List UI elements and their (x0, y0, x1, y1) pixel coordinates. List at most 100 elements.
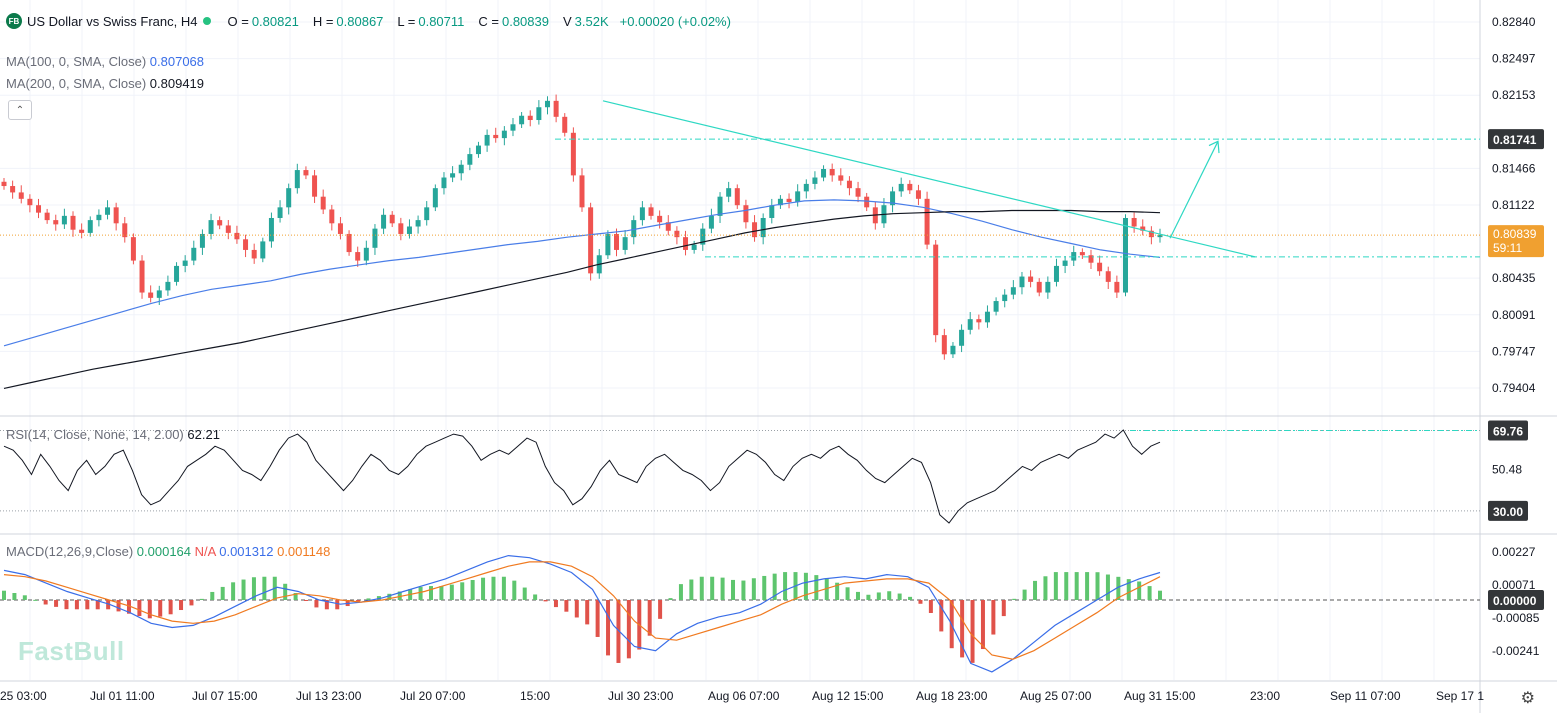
time-tick-label: Aug 31 15:00 (1124, 689, 1196, 703)
collapse-legend-button[interactable]: ⌃ (8, 100, 32, 120)
macd-hist-bar (64, 600, 69, 610)
candle-body (156, 290, 162, 298)
candle-body (1114, 281, 1120, 293)
macd-hist-bar (1158, 590, 1162, 600)
volume-label: V (562, 13, 572, 29)
candle-body (1097, 262, 1103, 272)
candle-body (527, 115, 533, 121)
candle-body (87, 220, 93, 233)
macd-hist-bar (470, 580, 475, 600)
macd-hist-bar (1126, 579, 1131, 600)
macd-hist-bar (606, 600, 611, 656)
candle-body (769, 205, 775, 218)
candle-body (1062, 260, 1068, 266)
macd-line (3, 554, 1161, 673)
price-tick-label: 0.81122 (1492, 198, 1535, 212)
candle-body (570, 132, 576, 176)
macd-hist-bar (366, 598, 371, 600)
macd-hist-bar (210, 591, 215, 600)
candle-body (752, 222, 758, 238)
candle-body (27, 198, 33, 206)
time-tick-label: Aug 12 15:00 (812, 689, 884, 703)
candle-body (165, 281, 171, 291)
macd-hist-bar (678, 584, 683, 600)
macd-hist-bar (897, 593, 902, 600)
candle-body (553, 100, 559, 117)
rsi-legend[interactable]: RSI(14, Close, None, 14, 2.00) 62.21 (6, 427, 220, 442)
time-tick-label: Aug 18 23:00 (916, 689, 988, 703)
candle-body (441, 177, 447, 189)
rsi-upper-tag (1488, 420, 1528, 441)
macd-legend[interactable]: MACD(12,26,9,Close) 0.000164 N/A 0.00131… (6, 544, 330, 559)
candle-body (1, 181, 7, 187)
change-value: +0.00020 (+0.02%) (619, 13, 731, 29)
macd-hist-bar (710, 576, 715, 600)
close-value: 0.80839 (501, 13, 549, 29)
candle-body (277, 207, 283, 218)
candle-body (924, 198, 930, 245)
candle-body (1088, 255, 1094, 263)
candle-body (450, 173, 456, 178)
candle-body (1045, 281, 1051, 293)
macd-hist-bar (241, 579, 246, 600)
candle-body (199, 233, 205, 248)
price-tick-label: 0.79747 (1492, 344, 1536, 358)
settings-gear-icon[interactable]: ⚙ (1520, 690, 1535, 707)
candle-body (510, 124, 516, 131)
macd-hist-bar (835, 582, 840, 600)
candle-body (829, 169, 835, 176)
macd-hist-bar (1053, 572, 1058, 600)
candle-body (933, 244, 939, 336)
macd-hist-bar (501, 576, 506, 600)
macd-hist-bar (585, 600, 590, 625)
macd-hist-bar (928, 600, 933, 613)
ma200-legend[interactable]: MA(200, 0, SMA, Close) 0.809419 (6, 76, 204, 91)
candle-body (1028, 276, 1034, 282)
candle-body (588, 207, 594, 274)
candle-body (846, 180, 852, 189)
symbol-title[interactable]: US Dollar vs Swiss Franc, H4 (27, 13, 198, 29)
candle-body (683, 237, 689, 250)
macd-hist-bar (1043, 576, 1048, 600)
candle-body (890, 191, 896, 206)
price-tick-label: 0.79404 (1492, 381, 1536, 395)
macd-hist-bar (1085, 572, 1090, 600)
macd-hist-bar (960, 600, 965, 658)
macd-hist-bar (855, 591, 860, 600)
macd-hist-bar (189, 600, 194, 606)
candle-body (113, 207, 119, 224)
macd-hist-bar (866, 594, 871, 600)
macd-hist-bar (491, 576, 496, 600)
macd-hist-bar (772, 573, 777, 600)
macd-hist-bar (991, 600, 996, 635)
macd-hist-bar (970, 600, 975, 663)
arrow-head (1208, 140, 1220, 154)
candle-body (458, 164, 464, 174)
macd-hist-bar (814, 575, 819, 600)
volume-value: 3.52K (574, 13, 609, 29)
candle-body (372, 228, 378, 248)
fastbull-watermark: FastBull (18, 636, 125, 666)
candle-body (639, 207, 645, 221)
macd-hist-bar (106, 600, 111, 610)
macd-tick-label: 0.00227 (1492, 545, 1536, 559)
macd-hist-bar (751, 578, 756, 600)
candle-body (475, 145, 481, 155)
time-tick-label: Aug 25 07:00 (1020, 689, 1092, 703)
candle-body (855, 188, 861, 197)
ma100-legend[interactable]: MA(100, 0, SMA, Close) 0.807068 (6, 54, 204, 69)
candle-body (674, 230, 680, 238)
candle-body (1036, 281, 1042, 293)
macd-hist-bar (314, 600, 319, 608)
macd-hist-bar (574, 600, 579, 618)
candle-body (493, 134, 499, 139)
macd-hist-bar (512, 580, 517, 600)
time-tick-label: Jul 01 11:00 (90, 689, 155, 703)
resistance-price-text: 0.81741 (1493, 133, 1537, 147)
candle-body (1079, 252, 1085, 256)
candle-body (536, 107, 542, 121)
macd-hist-bar (179, 600, 184, 611)
macd-na-value: N/A (194, 544, 216, 559)
macd-hist-bar (95, 600, 100, 610)
